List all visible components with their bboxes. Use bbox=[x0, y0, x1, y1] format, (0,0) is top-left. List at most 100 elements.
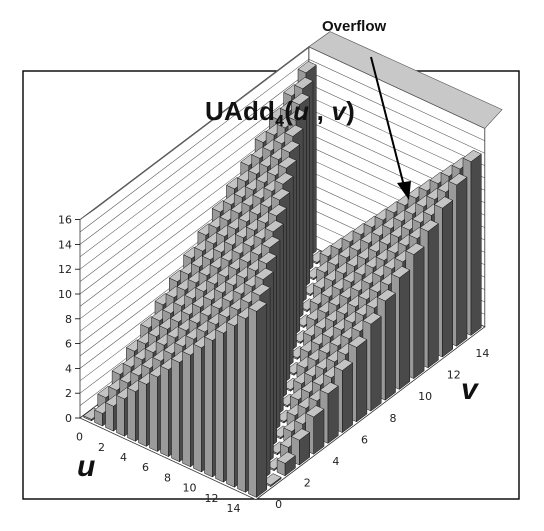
bar bbox=[248, 299, 268, 498]
z-tick-label: 14 bbox=[58, 238, 72, 251]
z-tick-label: 6 bbox=[65, 338, 72, 351]
bar-top bbox=[290, 92, 311, 105]
bar-top bbox=[284, 124, 304, 137]
overflow-annotation: Overflow bbox=[322, 18, 387, 35]
bar-top bbox=[281, 140, 301, 153]
z-tick-label: 12 bbox=[58, 263, 72, 276]
bar-top bbox=[391, 266, 411, 279]
bar-side bbox=[442, 199, 453, 358]
bar-top bbox=[319, 382, 339, 395]
bar-top bbox=[305, 405, 325, 418]
bar-front bbox=[226, 321, 235, 488]
bar-front bbox=[248, 307, 257, 498]
bar-top bbox=[448, 173, 468, 186]
bar-side bbox=[470, 153, 482, 336]
bar-side bbox=[413, 246, 425, 380]
title-arg-v: v bbox=[331, 96, 347, 126]
bar-top bbox=[254, 267, 274, 280]
title-separator: , bbox=[309, 96, 332, 126]
bar-top bbox=[333, 358, 354, 371]
z-tick-label: 0 bbox=[65, 412, 72, 425]
bar-top bbox=[433, 196, 454, 209]
arrow-head bbox=[397, 181, 411, 200]
tick-labels: 0 2 4 6 8 10 12 14 16 0 2 4 6 8 10 12 14 0 2 4 6 8 10 12 14 bbox=[58, 214, 489, 515]
y-tick-label: 6 bbox=[361, 433, 368, 446]
y-tick-label: 0 bbox=[275, 498, 282, 511]
bar-top bbox=[262, 473, 282, 486]
bar-top bbox=[277, 156, 297, 169]
y-tick-label: 4 bbox=[332, 455, 339, 468]
bar-top bbox=[251, 283, 271, 296]
bar bbox=[305, 405, 325, 455]
z-tick-label: 2 bbox=[65, 387, 72, 400]
bar-side bbox=[456, 176, 468, 347]
z-tick-label: 8 bbox=[65, 313, 72, 326]
bar-top bbox=[405, 242, 425, 255]
bar-front bbox=[171, 358, 180, 463]
bar-top bbox=[419, 219, 439, 232]
bar-side bbox=[327, 385, 339, 444]
x-tick-label: 2 bbox=[98, 441, 105, 454]
bar-top bbox=[267, 204, 288, 217]
bar-top bbox=[376, 289, 396, 302]
bar-top bbox=[294, 77, 314, 90]
bars bbox=[83, 61, 482, 498]
bar-front bbox=[237, 314, 246, 493]
bar-front bbox=[127, 387, 136, 442]
bar-top bbox=[297, 61, 317, 74]
bar-top bbox=[362, 312, 382, 325]
bar-side bbox=[256, 303, 268, 498]
bar-front bbox=[105, 402, 114, 432]
x-tick-label: 0 bbox=[76, 431, 83, 444]
bar-front bbox=[182, 351, 191, 468]
bar-top bbox=[261, 236, 281, 249]
bar-front bbox=[193, 343, 202, 473]
bar bbox=[276, 451, 296, 477]
y-axis-label: v bbox=[461, 373, 478, 406]
z-tick-label: 10 bbox=[58, 288, 72, 301]
bar-front bbox=[160, 365, 169, 457]
title-open-paren: ( bbox=[284, 96, 294, 126]
x-tick-label: 6 bbox=[142, 461, 149, 474]
bar-side bbox=[356, 339, 368, 423]
bar-top bbox=[287, 108, 307, 121]
z-tick-label: 16 bbox=[58, 214, 72, 227]
bar-top bbox=[462, 150, 482, 163]
bar-top bbox=[257, 251, 278, 264]
bar-top bbox=[271, 188, 291, 201]
x-tick-label: 8 bbox=[164, 471, 171, 484]
gridline bbox=[79, 58, 485, 233]
x-axis-label: u bbox=[77, 450, 96, 483]
z-tick-label: 4 bbox=[65, 362, 72, 375]
bar-front bbox=[116, 394, 125, 437]
bar-side bbox=[384, 292, 396, 401]
title-close-paren: ) bbox=[346, 96, 355, 126]
title-arg-u: u bbox=[293, 96, 310, 126]
bar-front bbox=[149, 373, 158, 452]
x-tick-label: 4 bbox=[120, 451, 127, 464]
bar bbox=[262, 473, 282, 488]
bar bbox=[362, 312, 382, 412]
chart-title: UAdd4(u , v) bbox=[205, 96, 355, 131]
title-subscript: 4 bbox=[275, 113, 285, 130]
bar-front bbox=[215, 329, 224, 483]
gridline bbox=[79, 46, 485, 220]
y-tick-label: 14 bbox=[475, 347, 489, 360]
bar-top bbox=[274, 172, 294, 185]
bar-top bbox=[264, 220, 284, 233]
bar-top bbox=[248, 299, 268, 312]
x-tick-label: 12 bbox=[205, 492, 219, 505]
bar-side bbox=[399, 269, 411, 390]
x-tick-label: 14 bbox=[227, 502, 241, 515]
bar-top bbox=[348, 335, 368, 348]
y-tick-label: 10 bbox=[418, 390, 432, 403]
bar-front bbox=[204, 336, 213, 478]
bar-side bbox=[370, 315, 382, 412]
title-name: UAdd bbox=[205, 96, 276, 126]
y-tick-label: 8 bbox=[390, 412, 397, 425]
y-tick-label: 12 bbox=[447, 369, 461, 382]
overflow-arrow bbox=[370, 56, 411, 200]
y-tick-label: 2 bbox=[304, 477, 311, 490]
